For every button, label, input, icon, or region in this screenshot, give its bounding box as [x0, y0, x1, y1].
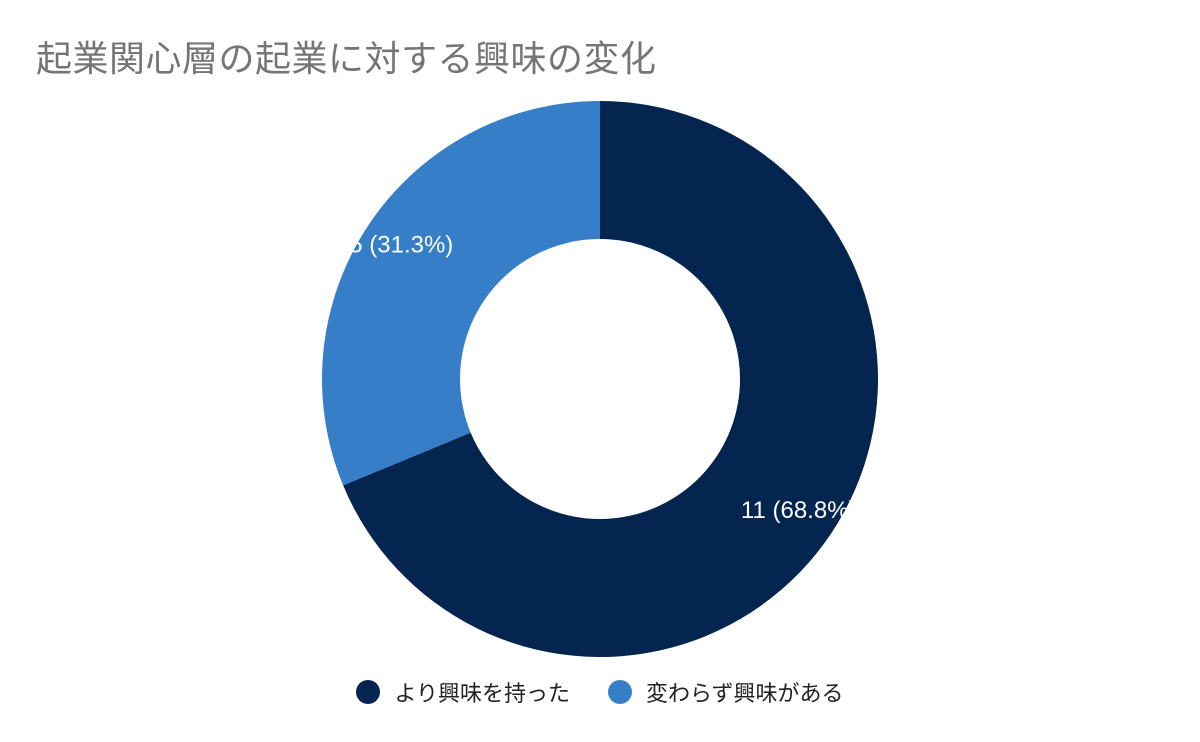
slice-still-interested[interactable]	[322, 101, 600, 486]
data-label-more-interested: 11 (68.8%)	[741, 497, 857, 524]
legend-item-more-interested[interactable]: より興味を持った	[356, 676, 570, 708]
legend-swatch-still-interested	[608, 680, 632, 704]
legend: より興味を持った 変わらず興味がある	[0, 672, 1200, 712]
legend-label-still-interested: 変わらず興味がある	[646, 682, 844, 707]
chart-title: 起業関心層の起業に対する興味の変化	[36, 39, 657, 80]
legend-swatch-more-interested	[356, 680, 381, 704]
slice-more-interested[interactable]	[343, 101, 878, 657]
legend-item-still-interested[interactable]: 変わらず興味がある	[608, 676, 844, 708]
data-label-still-interested: 5 (31.3%)	[349, 232, 453, 259]
legend-label-more-interested: より興味を持った	[394, 682, 570, 707]
